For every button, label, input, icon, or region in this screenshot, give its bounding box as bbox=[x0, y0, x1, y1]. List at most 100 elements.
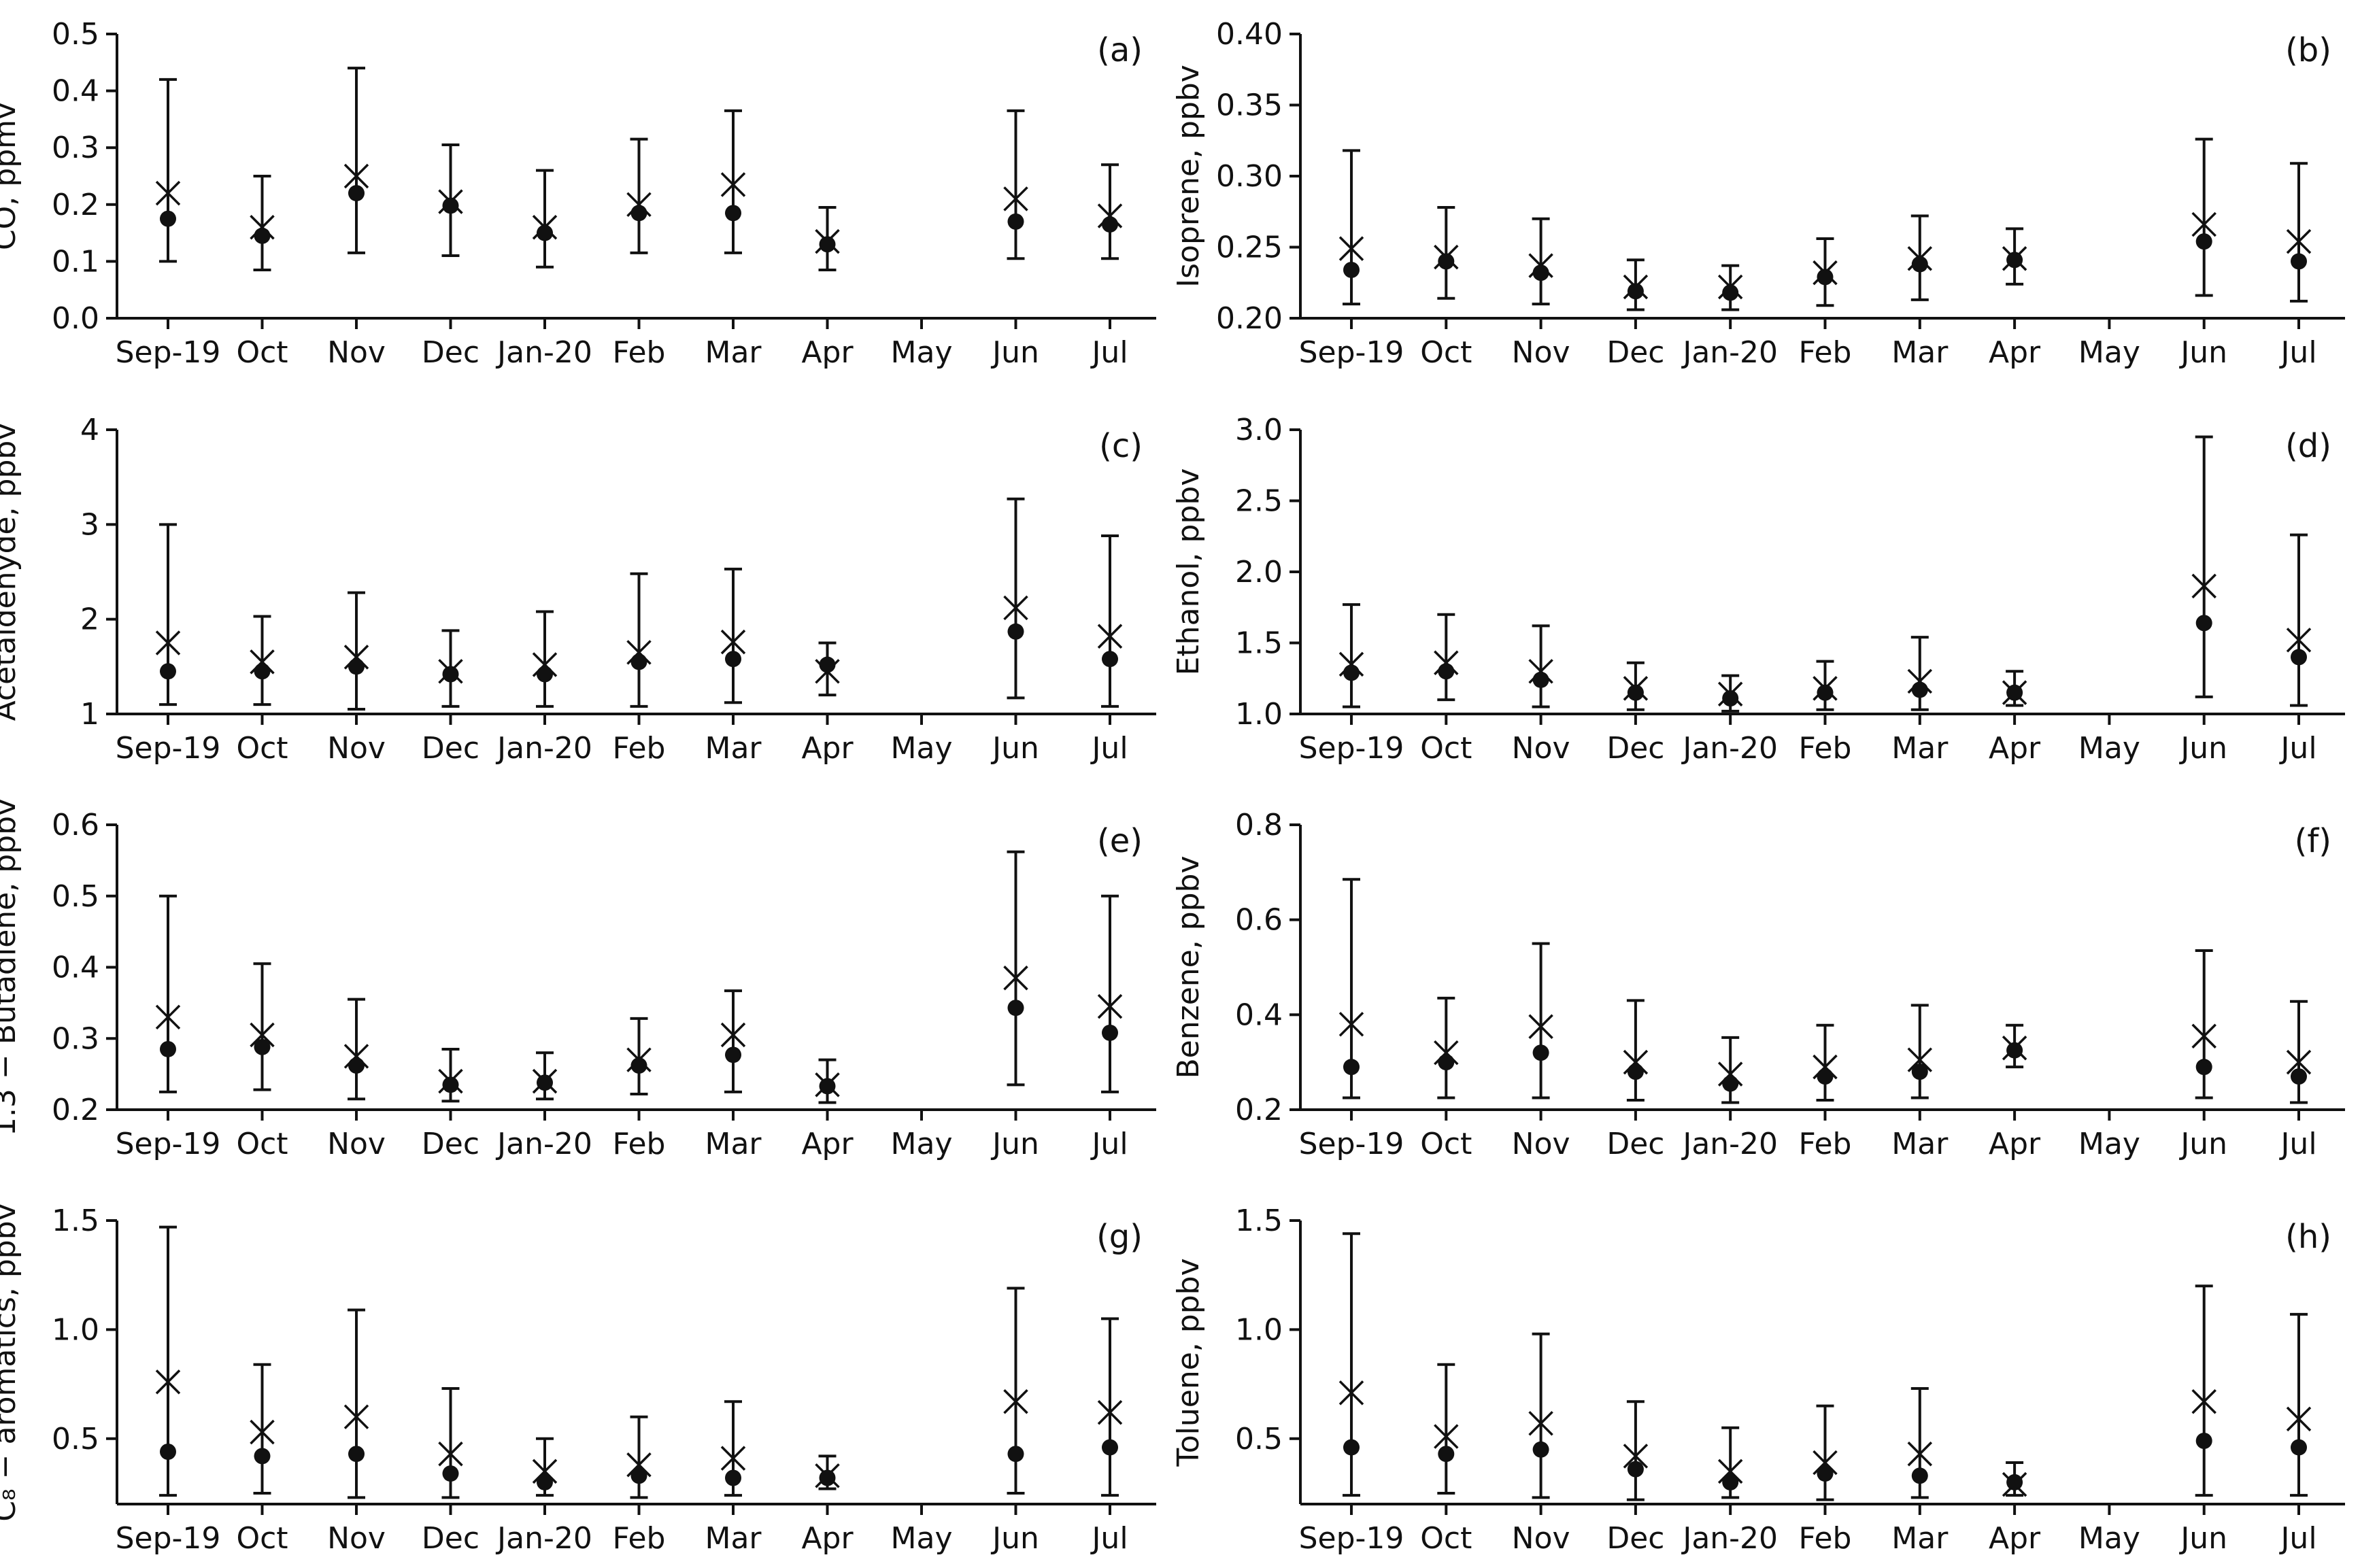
x-tick-label: Jun bbox=[2178, 731, 2227, 766]
median-dot-marker bbox=[537, 1074, 553, 1091]
mean-x-marker bbox=[155, 1004, 181, 1030]
mean-x-marker bbox=[1338, 1380, 1364, 1405]
median-dot-marker bbox=[819, 656, 836, 673]
x-tick-label: Sep-19 bbox=[116, 335, 221, 370]
panel-e: 0.2 0.3 0.4 0.5 0.6 Sep-19 Oct Nov Dec Jan-20 Feb M… bbox=[0, 798, 1156, 1161]
y-tick-label: 1.0 bbox=[1235, 1312, 1283, 1347]
mean-x-marker bbox=[1813, 1450, 1838, 1476]
mean-x-marker bbox=[2191, 573, 2216, 599]
median-dot-marker bbox=[1627, 1063, 1644, 1080]
x-tick-label: Oct bbox=[1420, 1521, 1472, 1556]
y-tick-label: 0.5 bbox=[52, 879, 99, 914]
median-dot-marker bbox=[1722, 1473, 1739, 1490]
mean-x-marker bbox=[343, 1404, 369, 1429]
y-tick-label: 0.5 bbox=[1235, 1422, 1283, 1456]
x-tick-label: May bbox=[2078, 335, 2140, 370]
x-tick-label: Sep-19 bbox=[1299, 1127, 1404, 1161]
median-dot-marker bbox=[725, 651, 741, 668]
median-dot-marker bbox=[442, 1465, 459, 1482]
y-tick-label: 0.5 bbox=[52, 1422, 99, 1456]
x-tick-label: Jun bbox=[990, 1127, 1039, 1161]
median-dot-marker bbox=[1007, 1446, 1024, 1463]
y-tick-label: 1.5 bbox=[52, 1204, 99, 1238]
mean-x-marker bbox=[250, 1022, 275, 1048]
panel-h: 0.5 1.0 1.5 Sep-19 Oct Nov Dec Jan-20 Feb Mar Apr M… bbox=[1171, 1204, 2345, 1556]
mean-x-marker bbox=[2191, 1023, 2216, 1049]
x-tick-label: Jun bbox=[990, 731, 1039, 766]
mean-x-marker bbox=[155, 630, 181, 655]
median-dot-marker bbox=[2195, 233, 2212, 250]
median-dot-marker bbox=[348, 1446, 365, 1463]
median-dot-marker bbox=[725, 205, 741, 222]
median-dot-marker bbox=[2006, 684, 2023, 701]
median-dot-marker bbox=[725, 1469, 741, 1486]
x-tick-label: Feb bbox=[613, 1127, 666, 1161]
median-dot-marker bbox=[2291, 1439, 2307, 1456]
x-tick-label: Oct bbox=[236, 731, 288, 766]
y-tick-label: 1.0 bbox=[52, 1312, 99, 1347]
mean-x-marker bbox=[2191, 211, 2216, 237]
x-tick-label: Sep-19 bbox=[1299, 335, 1404, 370]
y-tick-label: 0.30 bbox=[1216, 159, 1283, 194]
mean-x-marker bbox=[2191, 1389, 2216, 1414]
y-axis-title: CO, ppmv bbox=[0, 102, 22, 250]
median-dot-marker bbox=[1102, 216, 1118, 233]
panel-label: (h) bbox=[2285, 1218, 2331, 1256]
median-dot-marker bbox=[1911, 1467, 1928, 1484]
y-tick-label: 2.5 bbox=[1235, 484, 1283, 519]
y-tick-label: 0.8 bbox=[1235, 808, 1283, 842]
y-tick-label: 0.25 bbox=[1216, 231, 1283, 265]
panel-c: 1 2 3 4 Sep-19 Oct Nov Dec Jan-20 Feb Mar Apr May Jun… bbox=[0, 413, 1156, 766]
x-tick-label: Mar bbox=[1891, 1521, 1949, 1556]
x-tick-label: Dec bbox=[422, 731, 479, 766]
x-tick-label: Oct bbox=[236, 1127, 288, 1161]
panel-a: 0.0 0.1 0.2 0.3 0.4 0.5 Sep-19 Oct Nov Dec Jan-20 F… bbox=[0, 17, 1156, 370]
x-tick-label: Dec bbox=[1606, 1521, 1664, 1556]
mean-x-marker bbox=[438, 1441, 463, 1467]
x-tick-label: Feb bbox=[1799, 731, 1852, 766]
x-tick-label: Jan-20 bbox=[1681, 1127, 1778, 1161]
x-tick-label: Nov bbox=[327, 731, 386, 766]
median-dot-marker bbox=[1722, 690, 1739, 707]
x-tick-label: Feb bbox=[613, 1521, 666, 1556]
median-dot-marker bbox=[254, 1448, 271, 1465]
x-tick-label: Jan-20 bbox=[495, 1127, 592, 1161]
mean-x-marker bbox=[1097, 1400, 1123, 1425]
y-tick-label: 0.0 bbox=[52, 301, 99, 336]
x-tick-label: Oct bbox=[236, 335, 288, 370]
mean-x-marker bbox=[1907, 1441, 1933, 1467]
mean-x-marker bbox=[1434, 1424, 1459, 1449]
panel-d: 1.0 1.5 2.0 2.5 3.0 Sep-19 Oct Nov Dec Jan-20 Feb M… bbox=[1171, 413, 2345, 766]
x-tick-label: Jan-20 bbox=[1681, 335, 1778, 370]
median-dot-marker bbox=[1438, 1446, 1455, 1463]
median-dot-marker bbox=[1102, 1439, 1118, 1456]
y-axis-title: Toluene, ppbv bbox=[1171, 1258, 1206, 1467]
median-dot-marker bbox=[1532, 1044, 1549, 1061]
y-tick-label: 2.0 bbox=[1235, 555, 1283, 590]
median-dot-marker bbox=[1343, 1059, 1360, 1076]
median-dot-marker bbox=[2291, 649, 2307, 666]
x-tick-label: Jan-20 bbox=[495, 731, 592, 766]
x-tick-label: Mar bbox=[1891, 335, 1949, 370]
mean-x-marker bbox=[2286, 228, 2312, 254]
mean-x-marker bbox=[720, 1022, 746, 1048]
x-tick-label: Apr bbox=[801, 1127, 854, 1161]
median-dot-marker bbox=[2291, 253, 2307, 270]
x-tick-label: Jan-20 bbox=[1681, 1521, 1778, 1556]
mean-x-marker bbox=[1338, 236, 1364, 261]
median-dot-marker bbox=[1911, 681, 1928, 698]
median-dot-marker bbox=[2006, 1042, 2023, 1059]
x-tick-label: Jul bbox=[2278, 335, 2316, 370]
x-tick-label: Sep-19 bbox=[1299, 731, 1404, 766]
mean-x-marker bbox=[250, 1419, 275, 1445]
median-dot-marker bbox=[160, 1040, 176, 1057]
median-dot-marker bbox=[1007, 213, 1024, 230]
median-dot-marker bbox=[348, 658, 365, 675]
y-tick-label: 0.2 bbox=[52, 1093, 99, 1127]
median-dot-marker bbox=[2195, 1059, 2212, 1076]
x-tick-label: Apr bbox=[1989, 731, 2041, 766]
x-tick-label: Jul bbox=[2278, 731, 2316, 766]
x-tick-label: Jul bbox=[1090, 1127, 1128, 1161]
y-tick-label: 0.6 bbox=[1235, 903, 1283, 938]
mean-x-marker bbox=[155, 180, 181, 206]
